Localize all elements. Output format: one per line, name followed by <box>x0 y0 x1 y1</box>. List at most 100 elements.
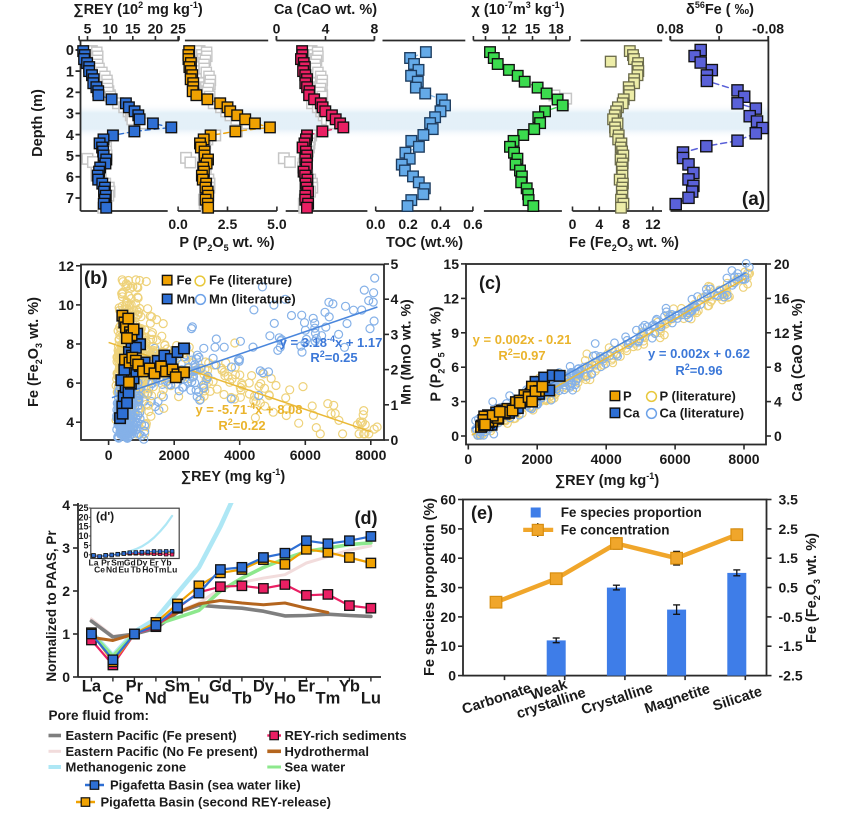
svg-text:Sm: Sm <box>111 558 125 568</box>
svg-text:La: La <box>89 558 99 568</box>
svg-text:∑REY (mg kg-1​): ∑REY (mg kg-1​) <box>181 467 285 485</box>
svg-text:0: 0 <box>774 428 782 444</box>
svg-text:2.5: 2.5 <box>779 521 799 537</box>
svg-text:1.5: 1.5 <box>779 550 799 566</box>
svg-text:0.0: 0.0 <box>366 216 386 232</box>
svg-text:Mn: Mn <box>177 292 196 307</box>
svg-text:Fe concentration: Fe concentration <box>561 523 670 538</box>
svg-text:Depth (m): Depth (m) <box>30 89 46 157</box>
svg-text:12: 12 <box>645 216 661 232</box>
svg-text:Yb: Yb <box>339 678 360 696</box>
svg-text:0.4: 0.4 <box>431 216 451 232</box>
svg-text:15: 15 <box>125 21 141 37</box>
svg-text:Er: Er <box>150 558 160 568</box>
svg-text:9: 9 <box>482 21 490 37</box>
svg-text:REY-rich sediments: REY-rich sediments <box>285 728 407 743</box>
svg-text:Ho: Ho <box>142 565 153 575</box>
svg-text:4: 4 <box>595 216 603 232</box>
svg-text:10: 10 <box>78 531 88 541</box>
svg-text:0: 0 <box>569 216 577 232</box>
svg-text:Fe species proportion: Fe species proportion <box>561 505 702 520</box>
svg-text:30: 30 <box>440 580 456 596</box>
svg-text:Tm: Tm <box>316 690 341 708</box>
svg-text:Pr: Pr <box>126 678 144 696</box>
svg-text:Eu: Eu <box>188 690 209 708</box>
svg-text:TOC (wt.%): TOC (wt.%) <box>386 235 463 251</box>
svg-text:(e): (e) <box>471 503 493 523</box>
svg-text:7: 7 <box>66 191 74 207</box>
svg-text:Lu: Lu <box>167 565 177 575</box>
svg-text:Dy: Dy <box>253 678 275 696</box>
svg-text:3: 3 <box>66 107 74 123</box>
svg-text:0.08: 0.08 <box>656 21 683 37</box>
svg-text:12: 12 <box>501 21 517 37</box>
svg-text:2000: 2000 <box>159 447 190 463</box>
svg-text:0.5: 0.5 <box>779 580 799 596</box>
svg-text:Pigafetta Basin (sea water lik: Pigafetta Basin (sea water like) <box>110 778 301 793</box>
svg-text:Ca (CaO wt. %): Ca (CaO wt. %) <box>790 298 806 401</box>
svg-text:Fe (Fe2​O3​ wt. %): Fe (Fe2​O3​ wt. %) <box>569 235 679 253</box>
svg-text:25: 25 <box>78 503 88 513</box>
svg-text:2.5: 2.5 <box>218 216 238 232</box>
svg-text:6: 6 <box>66 170 74 186</box>
svg-text:Eastern Pacific (No Fe present: Eastern Pacific (No Fe present) <box>66 744 258 759</box>
svg-text:4: 4 <box>66 128 74 144</box>
svg-text:Eastern Pacific (Fe present): Eastern Pacific (Fe present) <box>66 728 237 743</box>
svg-text:1: 1 <box>66 64 74 80</box>
svg-text:0: 0 <box>62 669 70 685</box>
svg-text:Pigafetta Basin (second REY-re: Pigafetta Basin (second REY-release) <box>101 795 331 810</box>
svg-text:8000: 8000 <box>728 451 759 467</box>
svg-text:20: 20 <box>774 256 790 272</box>
svg-text:Ca (literature): Ca (literature) <box>660 406 745 421</box>
svg-text:Sea water: Sea water <box>285 760 346 775</box>
svg-text:Fe species proportion (%): Fe species proportion (%) <box>422 498 438 676</box>
svg-text:(a): (a) <box>742 189 765 210</box>
svg-text:3: 3 <box>62 540 70 556</box>
svg-text:(b): (b) <box>84 267 108 288</box>
svg-text:-0.08: -0.08 <box>752 21 784 37</box>
svg-text:Ca: Ca <box>623 406 640 421</box>
svg-text:y = -5.71-4​x + 8.08: y = -5.71-4​x + 8.08 <box>195 401 302 417</box>
svg-text:5: 5 <box>84 21 92 37</box>
svg-text:6000: 6000 <box>660 451 691 467</box>
svg-text:12: 12 <box>443 290 459 306</box>
svg-text:0: 0 <box>448 668 456 684</box>
svg-text:2000: 2000 <box>522 451 553 467</box>
svg-text:Pore fluid from:: Pore fluid from: <box>49 708 150 723</box>
svg-text:50: 50 <box>440 521 456 537</box>
svg-text:10: 10 <box>102 21 118 37</box>
svg-text:15: 15 <box>443 256 459 272</box>
svg-text:Nd: Nd <box>106 565 117 575</box>
svg-text:15: 15 <box>78 522 88 532</box>
svg-text:0.6: 0.6 <box>463 216 483 232</box>
svg-text:5: 5 <box>83 540 88 550</box>
svg-text:0: 0 <box>715 21 723 37</box>
svg-text:4: 4 <box>322 21 330 37</box>
svg-text:4: 4 <box>66 414 74 430</box>
svg-text:1: 1 <box>62 626 70 642</box>
svg-text:χ (10-7​m3​ kg-1​): χ (10-7​m3​ kg-1​) <box>471 0 564 18</box>
svg-text:6: 6 <box>451 359 459 375</box>
svg-text:R2​=0.25: R2​=0.25 <box>310 349 357 365</box>
svg-text:18: 18 <box>548 21 564 37</box>
svg-text:4: 4 <box>62 497 70 513</box>
svg-text:8000: 8000 <box>355 447 386 463</box>
svg-text:60: 60 <box>440 492 456 508</box>
svg-text:Nd: Nd <box>145 690 167 708</box>
svg-text:0: 0 <box>464 451 472 467</box>
svg-text:P (literature): P (literature) <box>660 389 736 404</box>
svg-text:40: 40 <box>440 550 456 566</box>
svg-text:3.5: 3.5 <box>779 492 799 508</box>
svg-text:P (P2​O5​ wt. %): P (P2​O5​ wt. %) <box>179 235 274 253</box>
svg-text:8: 8 <box>774 359 782 375</box>
svg-text:8: 8 <box>66 336 74 352</box>
svg-text:8: 8 <box>371 21 379 37</box>
svg-text:R2​=0.97: R2​=0.97 <box>498 347 545 363</box>
svg-text:15: 15 <box>525 21 541 37</box>
svg-text:R2​=0.96: R2​=0.96 <box>675 362 722 378</box>
svg-text:Normalized to PAAS, Pr: Normalized to PAAS, Pr <box>44 530 59 682</box>
svg-text:20: 20 <box>148 21 164 37</box>
svg-text:16: 16 <box>774 290 790 306</box>
svg-text:-0.5: -0.5 <box>779 609 803 625</box>
svg-text:Tm: Tm <box>154 565 167 575</box>
